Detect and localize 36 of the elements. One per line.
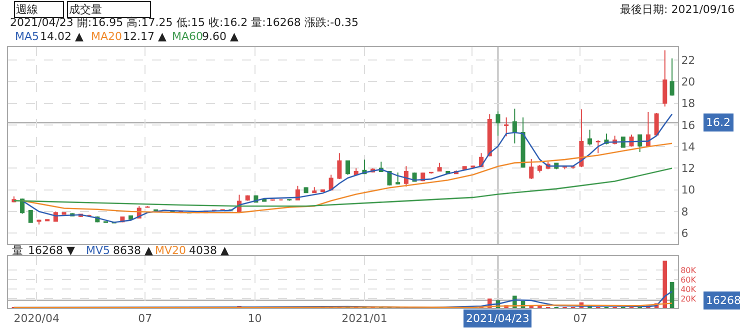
x-tick-label: 10: [248, 312, 262, 326]
x-tick-label: 2020/04: [14, 312, 60, 326]
text: MA5: [15, 30, 40, 43]
y-tick-label: 80K: [680, 266, 697, 275]
y-tick-label: 20K: [680, 294, 697, 304]
annotation: 4038 ▲: [189, 244, 230, 257]
text: MA60: [172, 30, 204, 43]
text: 成交量: [69, 3, 102, 16]
y-tick-label: 12: [681, 162, 696, 176]
x-tick-label: 07: [573, 312, 588, 326]
annotation: 8638 ▲: [113, 244, 154, 257]
x-tick-label: 07: [138, 312, 152, 326]
text: 9.60 ▲: [202, 30, 239, 43]
y-tick-label: 20: [681, 75, 696, 88]
ref-line-label: 16268: [706, 294, 740, 307]
y-tick-label: 8: [681, 205, 688, 218]
text: 最後日期: 2021/09/16: [620, 3, 735, 16]
ref-line-label: 16.2: [706, 116, 730, 129]
text: MA20: [91, 30, 122, 43]
ref-line-label: 2021/04/23: [466, 312, 530, 325]
text: MV20: [155, 244, 186, 257]
y-tick-label: 6: [681, 227, 688, 240]
annotation: 16268 ▼: [28, 244, 76, 257]
y-tick-label: 60K: [680, 275, 697, 284]
y-tick-label: 40K: [680, 284, 697, 294]
y-tick-label: 10: [681, 184, 696, 197]
text: 週線: [16, 3, 38, 16]
y-tick-label: 14: [681, 140, 696, 154]
text: MV5: [86, 244, 110, 257]
y-tick-label: 16: [681, 118, 696, 132]
annotation: 量: [12, 244, 23, 257]
text: 14.02 ▲: [40, 30, 84, 43]
y-tick-label: 18: [681, 97, 696, 110]
text: 12.17 ▲: [123, 30, 167, 43]
x-tick-label: 2021/01: [342, 312, 388, 326]
y-tick-label: 22: [681, 54, 696, 67]
